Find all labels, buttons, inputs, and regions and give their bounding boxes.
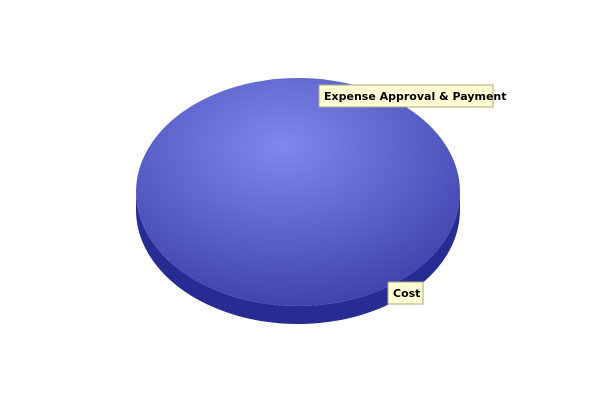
slice-label-text: Expense Approval & Payment (324, 90, 507, 103)
slice-label-expense-approval-payment: Expense Approval & Payment (318, 84, 507, 108)
pie-slice (136, 78, 460, 306)
pie-side (136, 192, 460, 324)
slice-label-box (387, 281, 424, 305)
slice-label-box (318, 84, 494, 108)
slice-label-text: Cost (393, 287, 420, 300)
slice-label-cost: Cost (387, 281, 424, 305)
pie-slices (136, 78, 460, 324)
